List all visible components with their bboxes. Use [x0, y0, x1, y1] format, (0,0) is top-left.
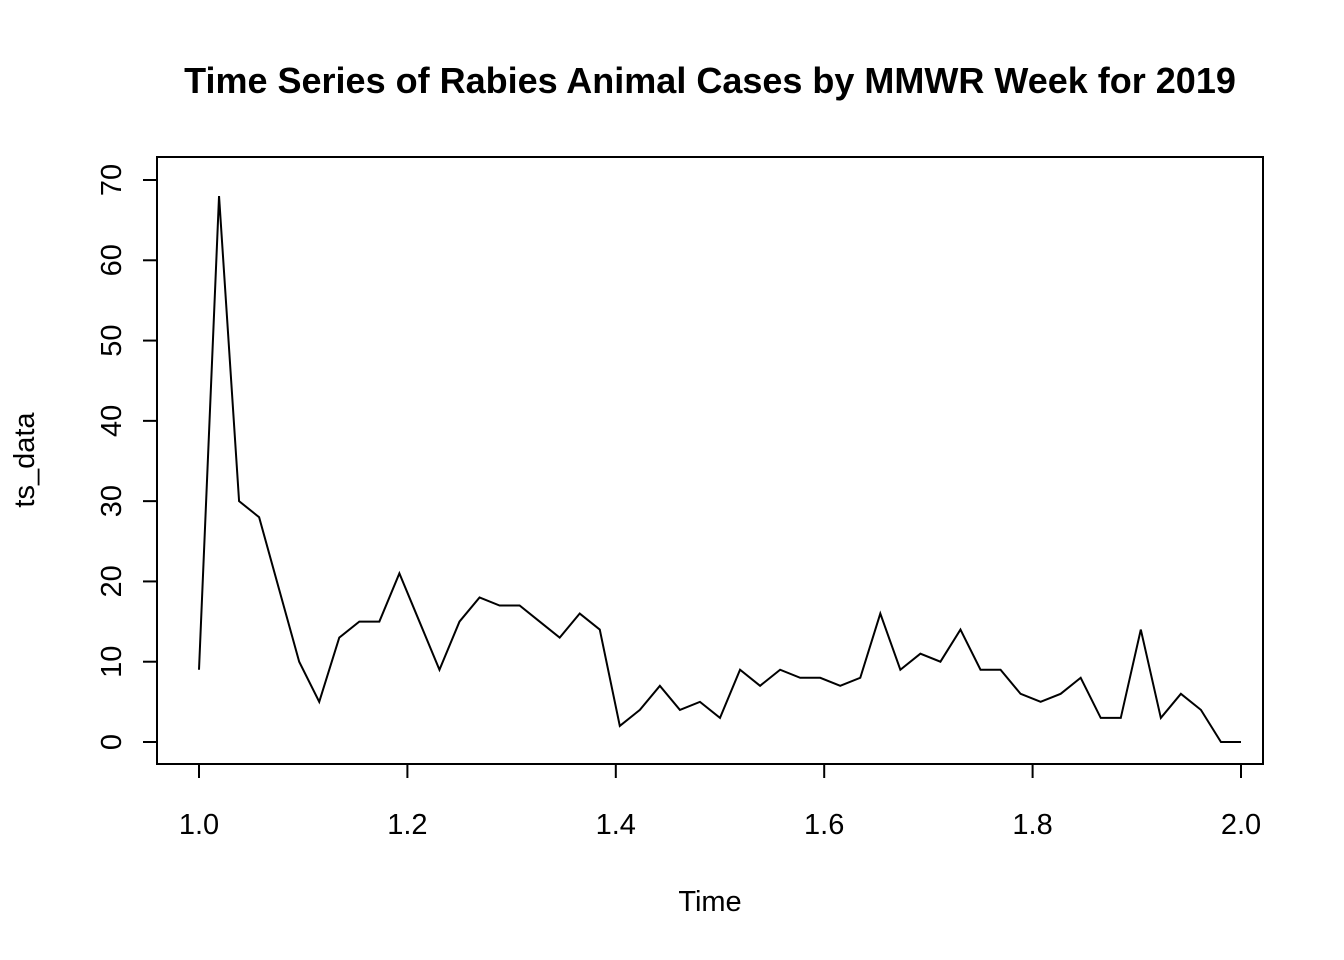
y-tick-label: 40	[96, 405, 128, 437]
y-tick-label: 30	[96, 485, 128, 517]
y-tick-label: 20	[96, 565, 128, 597]
y-tick-label: 60	[96, 244, 128, 276]
x-axis: 1.0 1.2 1.4 1.6 1.8 2.0	[179, 763, 1261, 841]
x-axis-label: Time	[678, 886, 741, 918]
x-tick-label: 1.0	[179, 809, 219, 841]
x-tick-label: 2.0	[1221, 809, 1261, 841]
y-tick-label: 50	[96, 324, 128, 356]
plot-frame	[156, 156, 1264, 765]
x-tick-label: 1.6	[804, 809, 844, 841]
y-tick-label: 10	[96, 646, 128, 678]
x-tick-label: 1.8	[1012, 809, 1052, 841]
y-axis: 0 10 20 30 40 50 60 70	[96, 164, 158, 750]
y-tick-label: 0	[96, 734, 128, 750]
x-tick-label: 1.2	[387, 809, 427, 841]
series-line	[198, 195, 1241, 743]
x-tick-label: 1.4	[596, 809, 636, 841]
y-axis-label: ts_data	[9, 412, 41, 508]
chart-title: Time Series of Rabies Animal Cases by MM…	[184, 60, 1236, 101]
y-tick-label: 70	[96, 164, 128, 196]
